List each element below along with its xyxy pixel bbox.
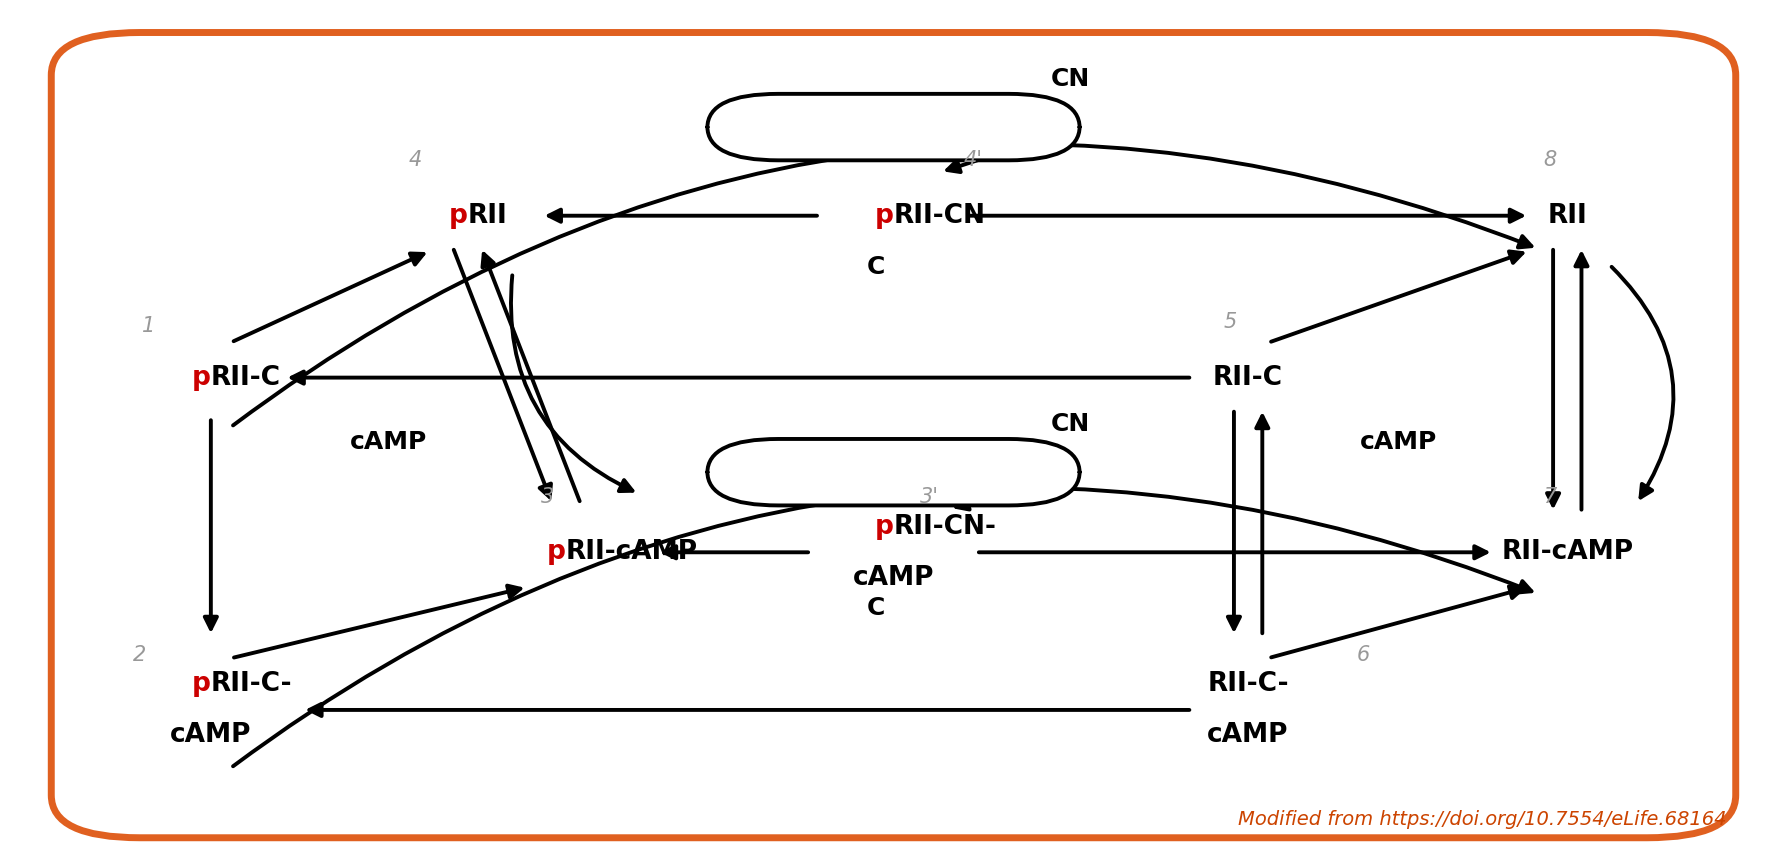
Text: RII-CN-: RII-CN- [894,514,997,540]
Text: cAMP: cAMP [350,430,427,454]
Text: C: C [867,255,885,279]
Text: p: p [874,203,894,229]
Text: CN: CN [1051,68,1090,92]
FancyBboxPatch shape [52,33,1735,837]
Text: C: C [867,596,885,620]
Text: 4: 4 [407,151,422,171]
Text: RII-CN: RII-CN [894,203,985,229]
Text: RII-C-: RII-C- [211,671,293,697]
Text: p: p [449,203,468,229]
Text: RII-cAMP: RII-cAMP [1501,540,1633,565]
Text: RII-C: RII-C [211,365,281,391]
Text: 5: 5 [1224,313,1237,333]
Text: 1: 1 [143,316,155,337]
Text: 7: 7 [1542,487,1556,507]
Text: CN: CN [1051,412,1090,436]
Text: cAMP: cAMP [1360,430,1437,454]
Text: RII-C-: RII-C- [1208,671,1288,697]
Text: 3': 3' [920,487,938,507]
Text: 3: 3 [541,487,554,507]
Text: cAMP: cAMP [170,722,252,748]
Text: p: p [874,514,894,540]
Text: 8: 8 [1542,151,1556,171]
Text: p: p [547,540,565,565]
Text: RII-C: RII-C [1213,365,1283,391]
Text: 6: 6 [1356,644,1371,664]
Text: cAMP: cAMP [852,565,935,591]
Text: p: p [191,671,211,697]
Text: RII-cAMP: RII-cAMP [565,540,697,565]
Text: cAMP: cAMP [1208,722,1288,748]
Text: 4': 4' [963,151,983,171]
Text: RII: RII [468,203,508,229]
FancyBboxPatch shape [708,94,1079,160]
Text: RII: RII [1548,203,1587,229]
FancyBboxPatch shape [708,439,1079,506]
Text: 2: 2 [134,644,147,664]
Text: p: p [191,365,211,391]
Text: Modified from https://doi.org/10.7554/eLife.68164: Modified from https://doi.org/10.7554/eL… [1238,811,1726,830]
